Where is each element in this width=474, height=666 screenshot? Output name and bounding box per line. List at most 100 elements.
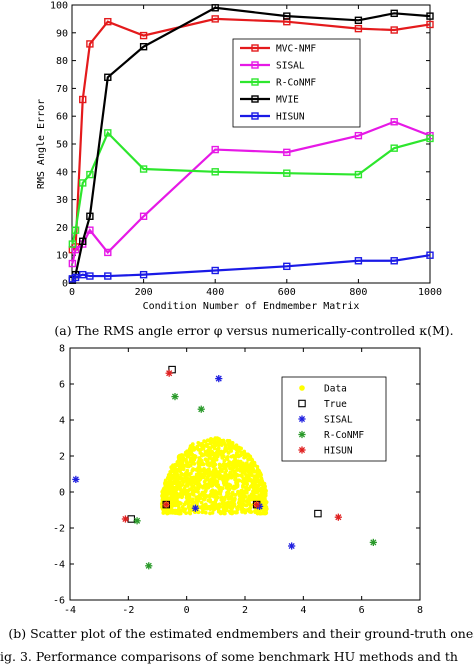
chartB-data-point xyxy=(222,459,227,463)
chartB-data-point xyxy=(167,496,172,501)
chartB-data-point xyxy=(230,467,235,472)
chartB-data-point xyxy=(217,465,222,470)
chartB-data-point xyxy=(167,473,172,477)
chartB-data-point xyxy=(196,459,201,464)
chartB-y-tick-label: -6 xyxy=(53,596,65,607)
chartB-data-point xyxy=(174,479,179,484)
chartA-point-mvc-nmf xyxy=(426,20,434,29)
chartA-point-mvie xyxy=(104,73,112,81)
chartB-data-point xyxy=(216,490,220,495)
chartA-point-r-conmf xyxy=(104,129,112,137)
chartB-data-point xyxy=(190,452,195,457)
chartB-data-point xyxy=(190,479,195,484)
chartB-data-point xyxy=(253,496,258,501)
chartA-legend-marker-hisun xyxy=(251,112,259,120)
chartB-data-point xyxy=(210,510,215,515)
chartB-data-point xyxy=(176,484,181,488)
chartB-data-point xyxy=(243,508,248,513)
chartB-data-point xyxy=(185,491,190,495)
chartB-point-hisun xyxy=(335,514,342,521)
chartB-point-true xyxy=(314,509,322,518)
chartB-data-point xyxy=(218,511,223,516)
chartB-data-point xyxy=(237,478,241,483)
chartB-data-point xyxy=(235,507,240,512)
chartB-data-point xyxy=(252,479,257,484)
chartB-data-point xyxy=(175,511,180,516)
chartB-data-point xyxy=(246,500,251,505)
chartB-data-point xyxy=(262,483,267,488)
chartA-legend-marker-mvc-nmf xyxy=(251,44,259,52)
chartA-line-mvc-nmf xyxy=(71,17,431,251)
chartA-point-mvc-nmf xyxy=(211,15,219,23)
chartB-point-sisal xyxy=(72,476,79,483)
chartB-data-point xyxy=(187,499,192,504)
chartB-data-point xyxy=(220,463,225,468)
chartB-data-point xyxy=(211,464,216,469)
chartB-data-point xyxy=(230,490,235,495)
chartB-data-point xyxy=(250,494,255,498)
chartB-data-point xyxy=(168,476,173,481)
chartB-data-point xyxy=(179,495,184,500)
chartB-point-r-conmf xyxy=(198,406,205,413)
chartA-point-r-conmf xyxy=(390,144,398,152)
chartB-data-point xyxy=(206,485,211,490)
chartB-data-point xyxy=(203,495,208,500)
chartB-data-point xyxy=(224,484,229,488)
chartA-point-mvie xyxy=(283,12,291,20)
chartB-data-point xyxy=(236,459,241,464)
chartA-y-tick-label: 10 xyxy=(56,251,68,262)
chartB-data-point xyxy=(211,492,215,496)
chartA-point-mvie xyxy=(79,237,87,246)
chartB-data-point xyxy=(207,497,212,502)
chartA-legend-marker-r-conmf xyxy=(251,78,259,86)
chartB-data-point xyxy=(185,477,190,481)
chartB-data-point xyxy=(223,445,228,450)
chartA-point-hisun xyxy=(86,272,94,280)
chartB-data-point xyxy=(192,461,197,466)
chartB-data-point xyxy=(246,508,251,513)
chartB-data-point xyxy=(205,458,210,463)
chartB-data-point xyxy=(206,462,210,467)
chartA-legend-marker-mvie xyxy=(251,95,259,103)
chartB-data-point xyxy=(190,488,195,493)
chartB-data-point xyxy=(225,448,229,453)
chartB-data-point xyxy=(205,475,210,480)
chartB-data-point xyxy=(202,471,207,476)
chartB-data-point xyxy=(233,493,238,497)
chartB-data-point xyxy=(257,468,261,473)
chartA-point-r-conmf xyxy=(354,170,363,179)
chartB-data-point xyxy=(256,508,260,513)
chartB-data-point xyxy=(163,479,168,484)
chartA-caption: (a) The RMS angle error φ versus numeric… xyxy=(54,323,453,338)
chartB-data-point xyxy=(220,477,224,481)
chartB-data-point xyxy=(237,497,242,502)
chartB-data-point xyxy=(200,510,205,515)
chartB-data-point xyxy=(242,449,247,454)
chartB-data-point xyxy=(182,507,186,512)
chartB-data-point xyxy=(182,502,187,507)
chartB-data-point xyxy=(242,455,247,460)
chartB-data-point xyxy=(259,487,263,492)
chartB-point-hisun xyxy=(253,501,260,508)
chartB-y-tick-label: 8 xyxy=(59,344,65,355)
chartA-point-r-conmf xyxy=(71,226,80,234)
chartA-point-sisal xyxy=(68,259,77,268)
chartB-data-point xyxy=(231,461,235,466)
chartB-data-point xyxy=(223,511,227,516)
chartB-data-point xyxy=(176,455,181,460)
chartB-data-point xyxy=(257,495,262,500)
chartB-data-point xyxy=(259,476,264,481)
chartA-y-tick-label: 100 xyxy=(50,1,68,12)
chartB-data-point xyxy=(255,490,260,495)
chartB-data-point xyxy=(209,504,214,508)
chartB-data-point xyxy=(261,508,266,513)
chartB-data-point xyxy=(254,486,259,491)
chartA-point-hisun xyxy=(71,273,80,282)
chartB-data-point xyxy=(196,498,201,503)
chartB-data-point xyxy=(194,472,199,477)
chartB-data-point xyxy=(176,495,181,499)
chartB-data-point xyxy=(241,481,246,486)
chartB-data-point xyxy=(189,449,194,454)
chartB-data-point xyxy=(226,489,231,493)
